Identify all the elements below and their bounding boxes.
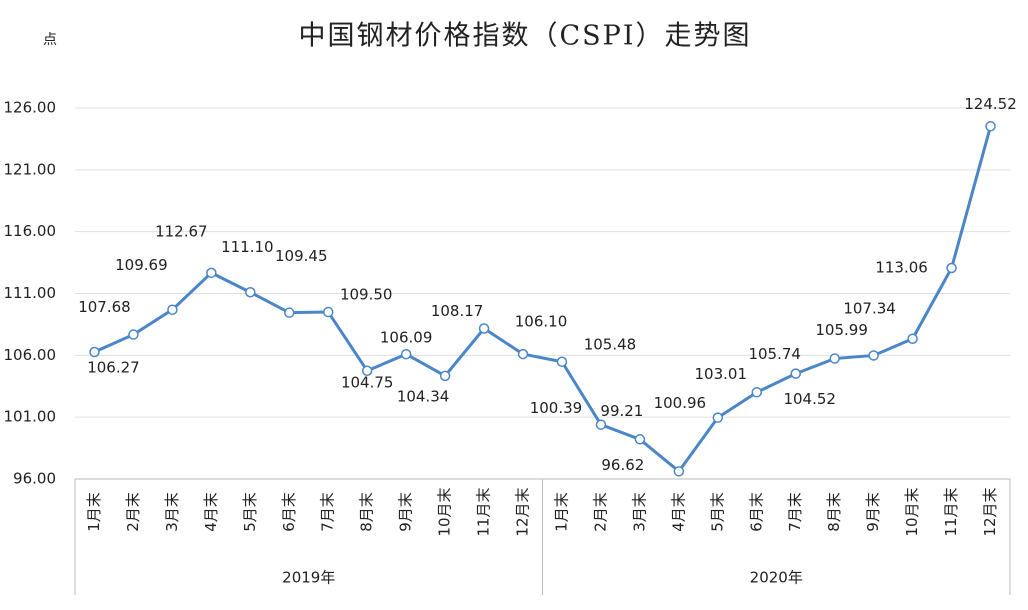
data-label: 103.01 xyxy=(695,365,748,383)
x-tick-label: 5月末 xyxy=(241,492,259,532)
data-point xyxy=(595,419,607,430)
data-point xyxy=(946,262,957,274)
x-tick-label: 4月末 xyxy=(202,492,220,532)
data-point xyxy=(790,368,801,379)
data-point xyxy=(907,333,918,345)
y-tick-label: 101.00 xyxy=(4,408,57,426)
data-line xyxy=(93,125,992,474)
y-tick-label: 96.00 xyxy=(13,470,56,488)
x-tick-label: 2月末 xyxy=(591,492,609,532)
data-label: 106.10 xyxy=(515,313,568,331)
x-tick-label: 3月末 xyxy=(163,492,181,532)
data-label: 109.45 xyxy=(275,247,328,265)
data-point xyxy=(985,121,996,132)
data-point xyxy=(128,329,139,340)
y-tick-label: 111.00 xyxy=(4,284,57,302)
data-label: 104.75 xyxy=(341,373,394,391)
data-point xyxy=(284,307,295,318)
data-point xyxy=(322,306,334,318)
data-label: 109.69 xyxy=(115,256,168,274)
data-label: 100.96 xyxy=(654,394,707,412)
x-tick-label: 8月末 xyxy=(825,492,843,532)
data-label: 107.68 xyxy=(78,298,131,316)
y-axis-unit: 点 xyxy=(43,32,57,48)
x-tick-label: 5月末 xyxy=(708,492,726,532)
data-point xyxy=(206,267,217,279)
x-tick-label: 12月末 xyxy=(514,487,532,536)
data-point xyxy=(751,387,763,398)
data-label: 109.50 xyxy=(340,286,393,304)
x-tick-label: 12月末 xyxy=(981,487,999,536)
x-tick-label: 7月末 xyxy=(786,492,804,532)
data-label: 99.21 xyxy=(600,402,643,420)
data-label: 106.09 xyxy=(380,329,433,347)
data-label: 108.17 xyxy=(431,302,484,320)
y-tick-label: 126.00 xyxy=(4,99,57,117)
x-tick-label: 6月末 xyxy=(280,492,298,532)
data-label: 107.34 xyxy=(843,299,896,317)
x-tick-label: 1月末 xyxy=(85,492,103,532)
data-point xyxy=(361,365,373,377)
data-label: 100.39 xyxy=(530,399,583,417)
data-label: 105.48 xyxy=(584,335,637,353)
data-label: 106.27 xyxy=(87,358,140,376)
data-label: 111.10 xyxy=(221,238,274,256)
data-point xyxy=(673,466,685,477)
data-label: 113.06 xyxy=(875,259,928,277)
data-point xyxy=(556,356,568,368)
data-point xyxy=(89,346,100,358)
y-tick-label: 116.00 xyxy=(4,222,57,240)
x-tick-label: 9月末 xyxy=(864,492,882,532)
data-point xyxy=(400,348,412,360)
x-tick-label: 8月末 xyxy=(358,492,376,532)
x-tick-label: 4月末 xyxy=(669,492,687,532)
x-tick-label: 11月末 xyxy=(475,487,493,536)
x-tick-label: 3月末 xyxy=(630,492,648,532)
data-label: 105.74 xyxy=(748,345,801,363)
data-label: 96.62 xyxy=(601,456,644,474)
data-point xyxy=(478,323,490,334)
x-tick-label: 11月末 xyxy=(942,487,960,536)
x-tick-label: 2月末 xyxy=(124,492,142,532)
x-tick-label: 9月末 xyxy=(397,492,415,532)
y-tick-label: 121.00 xyxy=(4,160,57,178)
data-point xyxy=(868,350,879,361)
x-tick-label: 6月末 xyxy=(747,492,765,532)
data-label: 112.67 xyxy=(155,222,208,240)
x-tick-label: 10月末 xyxy=(903,487,921,536)
data-point xyxy=(245,287,256,298)
x-tick-label: 1月末 xyxy=(552,492,570,532)
data-label: 124.52 xyxy=(964,95,1017,113)
x-tick-label: 7月末 xyxy=(319,492,337,532)
group-label: 2020年 xyxy=(750,569,803,587)
data-point xyxy=(829,353,840,364)
group-label: 2019年 xyxy=(282,569,335,587)
data-label: 104.52 xyxy=(783,390,836,408)
data-point xyxy=(712,412,724,423)
data-point xyxy=(517,348,529,360)
y-tick-label: 106.00 xyxy=(4,346,57,364)
data-label: 104.34 xyxy=(397,387,450,405)
data-point xyxy=(439,370,451,382)
data-point xyxy=(634,434,646,445)
data-point xyxy=(167,304,178,315)
data-label: 105.99 xyxy=(815,321,868,339)
chart-title: 中国钢材价格指数（CSPI）走势图 xyxy=(299,21,752,52)
x-tick-label: 10月末 xyxy=(436,487,454,536)
